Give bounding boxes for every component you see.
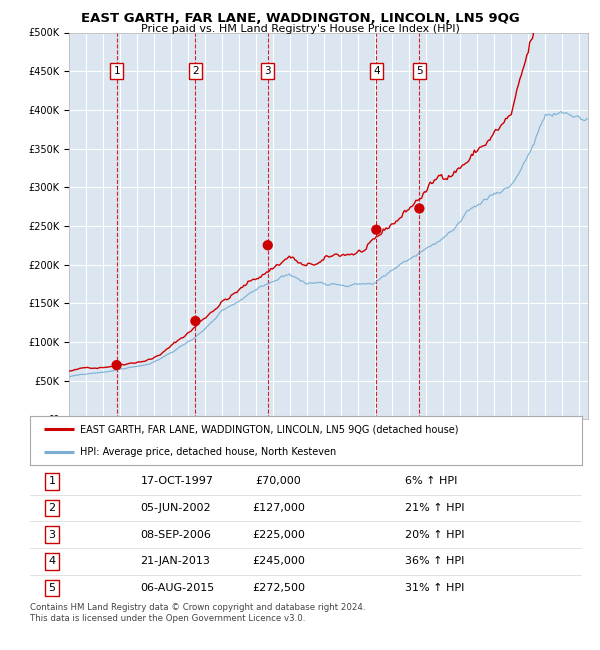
Text: 36% ↑ HPI: 36% ↑ HPI: [406, 556, 465, 566]
Text: £245,000: £245,000: [252, 556, 305, 566]
Text: Contains HM Land Registry data © Crown copyright and database right 2024.
This d: Contains HM Land Registry data © Crown c…: [30, 603, 365, 623]
Text: 31% ↑ HPI: 31% ↑ HPI: [406, 583, 465, 593]
Text: 2: 2: [49, 503, 56, 513]
Point: [263, 240, 272, 250]
Text: EAST GARTH, FAR LANE, WADDINGTON, LINCOLN, LN5 9QG: EAST GARTH, FAR LANE, WADDINGTON, LINCOL…: [80, 12, 520, 25]
Point: [371, 224, 381, 235]
Text: £70,000: £70,000: [256, 476, 301, 486]
Text: 4: 4: [373, 66, 380, 76]
Text: £127,000: £127,000: [252, 503, 305, 513]
Text: 1: 1: [49, 476, 56, 486]
Text: 5: 5: [49, 583, 56, 593]
Text: 06-AUG-2015: 06-AUG-2015: [140, 583, 215, 593]
Text: 21% ↑ HPI: 21% ↑ HPI: [406, 503, 465, 513]
Text: £225,000: £225,000: [252, 530, 305, 540]
Text: Price paid vs. HM Land Registry's House Price Index (HPI): Price paid vs. HM Land Registry's House …: [140, 24, 460, 34]
Text: 1: 1: [113, 66, 120, 76]
Text: 4: 4: [49, 556, 56, 566]
Text: 17-OCT-1997: 17-OCT-1997: [140, 476, 214, 486]
Text: 2: 2: [192, 66, 199, 76]
Text: 20% ↑ HPI: 20% ↑ HPI: [406, 530, 465, 540]
Point: [191, 316, 200, 326]
Text: 3: 3: [49, 530, 56, 540]
Text: 6% ↑ HPI: 6% ↑ HPI: [406, 476, 458, 486]
Text: 5: 5: [416, 66, 422, 76]
Text: 05-JUN-2002: 05-JUN-2002: [140, 503, 211, 513]
Point: [112, 360, 121, 370]
Text: EAST GARTH, FAR LANE, WADDINGTON, LINCOLN, LN5 9QG (detached house): EAST GARTH, FAR LANE, WADDINGTON, LINCOL…: [80, 424, 458, 434]
Text: 08-SEP-2006: 08-SEP-2006: [140, 530, 211, 540]
Point: [415, 203, 424, 214]
Text: HPI: Average price, detached house, North Kesteven: HPI: Average price, detached house, Nort…: [80, 447, 336, 456]
Text: £272,500: £272,500: [252, 583, 305, 593]
Text: 3: 3: [265, 66, 271, 76]
Text: 21-JAN-2013: 21-JAN-2013: [140, 556, 210, 566]
